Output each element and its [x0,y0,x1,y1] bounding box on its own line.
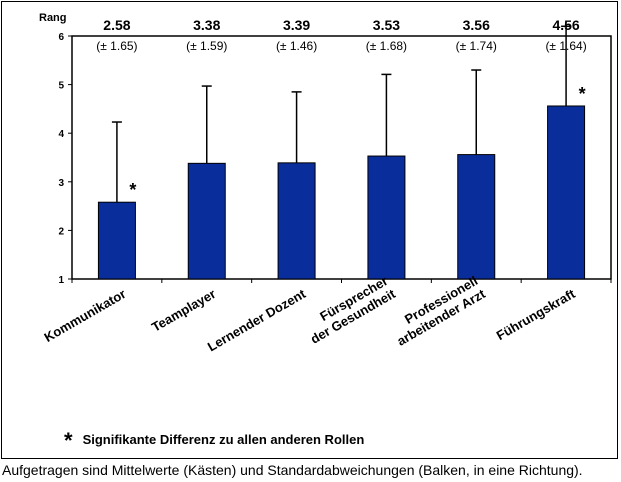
bar [277,162,316,280]
bar [457,154,496,280]
sd-label: (± 1.64) [545,39,586,53]
sd-label: (± 1.68) [366,39,407,53]
category-label: Führungskraft [494,286,578,343]
y-tick-label: 4 [58,129,64,140]
significance-marker: * [129,180,136,200]
y-tick-label: 5 [58,81,64,92]
figure-caption: Aufgetragen sind Mittelwerte (Kästen) un… [2,462,583,478]
value-label: 4.56 [552,17,579,33]
bar [187,162,226,280]
sd-label: (± 1.65) [96,39,137,53]
value-label: 3.53 [373,17,400,33]
bar [367,155,406,280]
category-label-line: Führungskraft [494,286,578,343]
category-label: Teamplayer [149,286,218,335]
footnote-star: * [64,428,73,453]
significance-footnote: * Signifikante Differenz zu allen anderen… [64,424,365,453]
y-tick-label: 1 [58,275,64,286]
value-label: 2.58 [103,17,130,33]
y-tick-label: 6 [58,32,64,43]
bar [97,201,136,280]
value-label: 3.39 [283,17,310,33]
y-tick-label: 2 [58,226,64,237]
category-label: Lernender Dozent [205,286,309,355]
category-label-line: Lernender Dozent [205,286,309,355]
category-label: Kommunikator [41,286,128,345]
footnote-text: Signifikante Differenz zu allen anderen … [82,432,365,447]
chart-frame: 1 2 3 4 5 6 Rang 2.58 (± 1.65) * Kommunikator 3.38 (… [1,1,618,459]
value-label: 3.38 [193,17,220,33]
category-label-line: Kommunikator [41,286,128,345]
significance-marker: * [579,84,586,104]
category-label-line: Teamplayer [149,286,218,335]
bar-chart: 1 2 3 4 5 6 Rang 2.58 (± 1.65) * Kommunikator 3.38 (… [39,12,612,355]
y-axis-label: Rang [39,12,67,24]
sd-label: (± 1.59) [186,39,227,53]
bar [547,105,586,280]
sd-label: (± 1.46) [276,39,317,53]
plot-area-border [71,35,612,280]
value-label: 3.56 [463,17,490,33]
y-tick-label: 3 [58,178,64,189]
sd-label: (± 1.74) [456,39,497,53]
